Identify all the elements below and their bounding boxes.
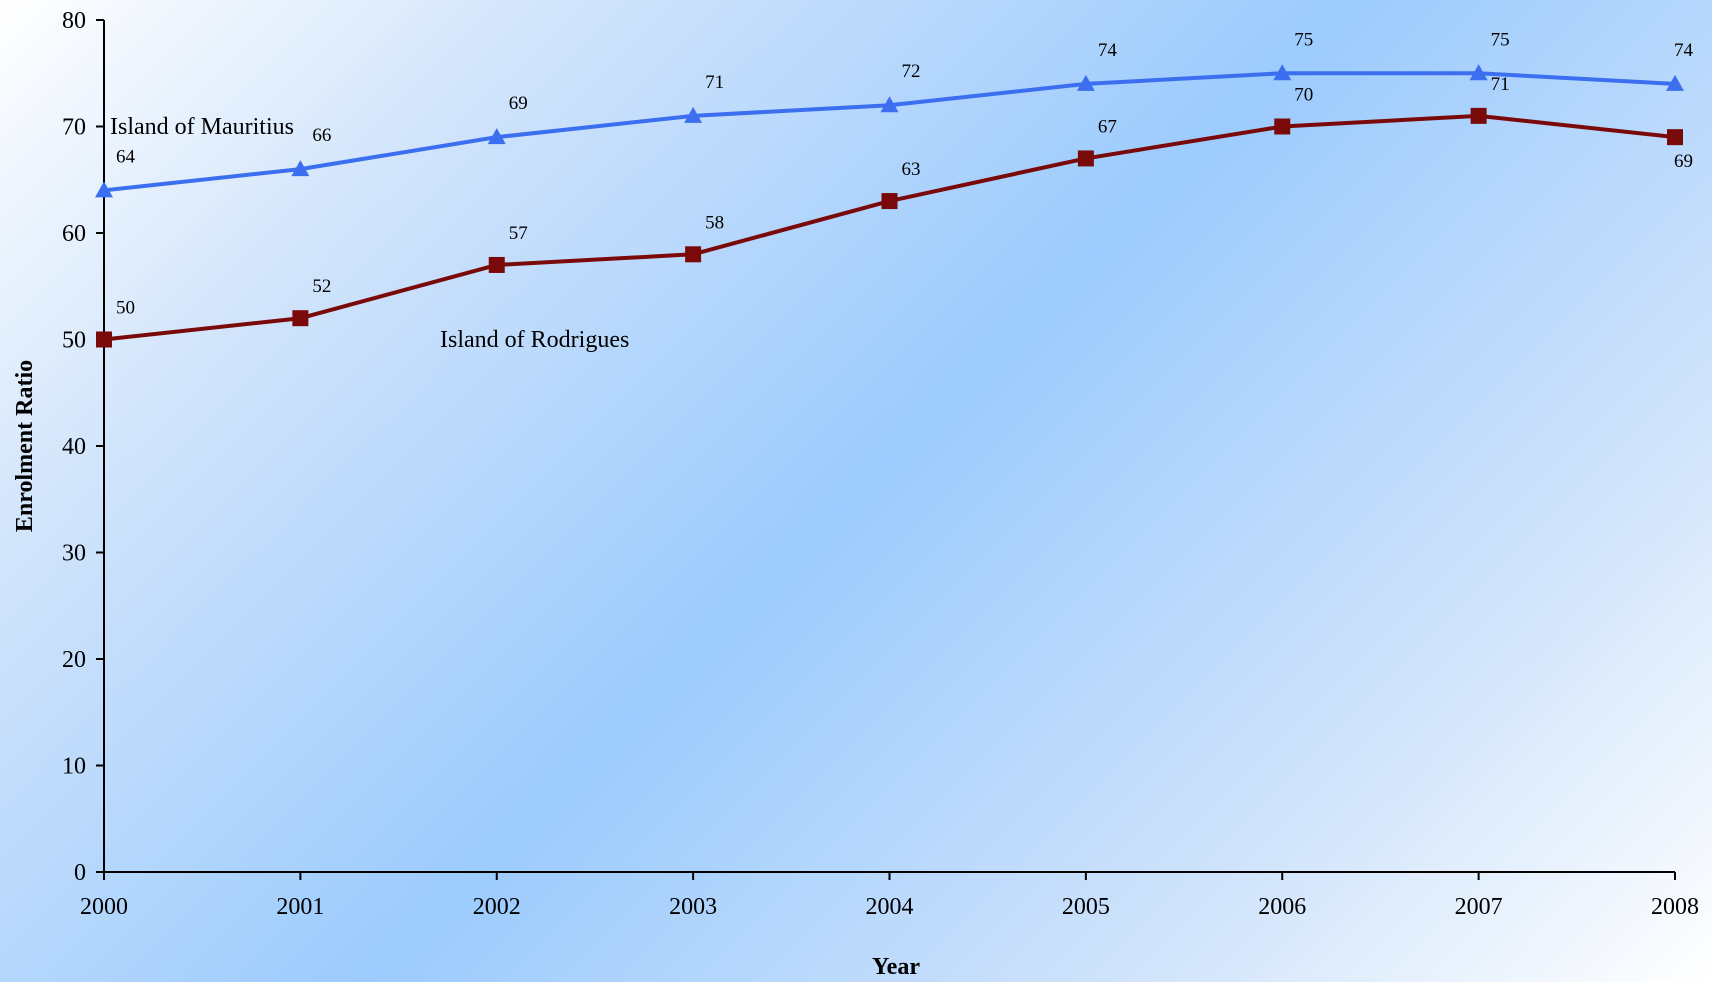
- data-point: [95, 181, 113, 198]
- series-2: 50 52 57 58 63 67 70 71 69 Island of Rodrigues: [96, 74, 1693, 353]
- data-point: [1274, 118, 1291, 135]
- data-point: [684, 106, 703, 123]
- y-tick-label: 10: [62, 754, 86, 780]
- data-label: 67: [1098, 116, 1117, 137]
- data-label: 71: [1491, 74, 1510, 95]
- series-name-label: Island of Mauritius: [110, 114, 294, 140]
- series-line: [103, 113, 1676, 342]
- y-tick-label: 0: [74, 860, 86, 886]
- series-1: 64 66 69 71 72 74 75 75 74 Island of Mauritius: [95, 29, 1694, 198]
- data-point: [1470, 107, 1487, 124]
- x-tick-label: 2001: [276, 894, 324, 920]
- data-point: [685, 246, 702, 263]
- data-point: [1273, 64, 1292, 81]
- data-point: [487, 128, 506, 145]
- x-ticks: 2000 2001 2002 2003 2004 2005 2006 2007 2008: [80, 872, 1699, 920]
- x-tick-label: 2008: [1651, 894, 1699, 920]
- y-tick-label: 80: [62, 8, 86, 34]
- series-name-label: Island of Rodrigues: [440, 327, 629, 353]
- y-axis-title: Enrolment Ratio: [12, 360, 38, 532]
- y-tick-label: 30: [62, 541, 86, 567]
- y-tick-label: 70: [62, 115, 86, 141]
- data-label: 66: [312, 125, 331, 146]
- data-point: [881, 193, 898, 210]
- series-line: [103, 71, 1676, 193]
- x-tick-label: 2000: [80, 894, 128, 920]
- data-point: [880, 96, 899, 113]
- data-label: 52: [312, 276, 331, 297]
- x-tick-label: 2004: [866, 894, 914, 920]
- data-label: 70: [1294, 85, 1313, 106]
- y-tick-label: 20: [62, 647, 86, 673]
- data-label: 71: [705, 72, 724, 93]
- data-label: 69: [509, 93, 528, 114]
- data-label: 74: [1674, 40, 1694, 61]
- x-tick-label: 2002: [473, 894, 521, 920]
- y-ticks: 0 10 20 30 40 50 60 70 80: [62, 8, 104, 886]
- data-label: 69: [1674, 151, 1693, 172]
- data-point: [1469, 64, 1488, 81]
- data-label: 74: [1098, 40, 1118, 61]
- x-tick-label: 2006: [1258, 894, 1306, 920]
- data-point: [292, 310, 309, 327]
- data-label: 64: [116, 146, 136, 167]
- data-label: 50: [116, 298, 135, 319]
- x-tick-label: 2005: [1062, 894, 1110, 920]
- data-label: 72: [902, 61, 921, 82]
- data-point: [1076, 74, 1095, 91]
- data-label: 63: [902, 159, 921, 180]
- y-tick-label: 40: [62, 434, 86, 460]
- data-label: 57: [509, 223, 528, 244]
- y-tick-label: 60: [62, 221, 86, 247]
- data-point: [1077, 150, 1094, 167]
- data-point: [488, 256, 505, 273]
- data-label: 75: [1491, 29, 1510, 50]
- x-tick-label: 2007: [1455, 894, 1503, 920]
- data-label: 75: [1294, 29, 1313, 50]
- data-point: [291, 160, 310, 177]
- data-point: [96, 331, 112, 348]
- data-label: 58: [705, 212, 724, 233]
- x-axis-title: Year: [872, 954, 920, 980]
- y-tick-label: 50: [62, 328, 86, 354]
- data-point: [1666, 74, 1684, 91]
- x-tick-label: 2003: [669, 894, 717, 920]
- data-point: [1667, 129, 1683, 146]
